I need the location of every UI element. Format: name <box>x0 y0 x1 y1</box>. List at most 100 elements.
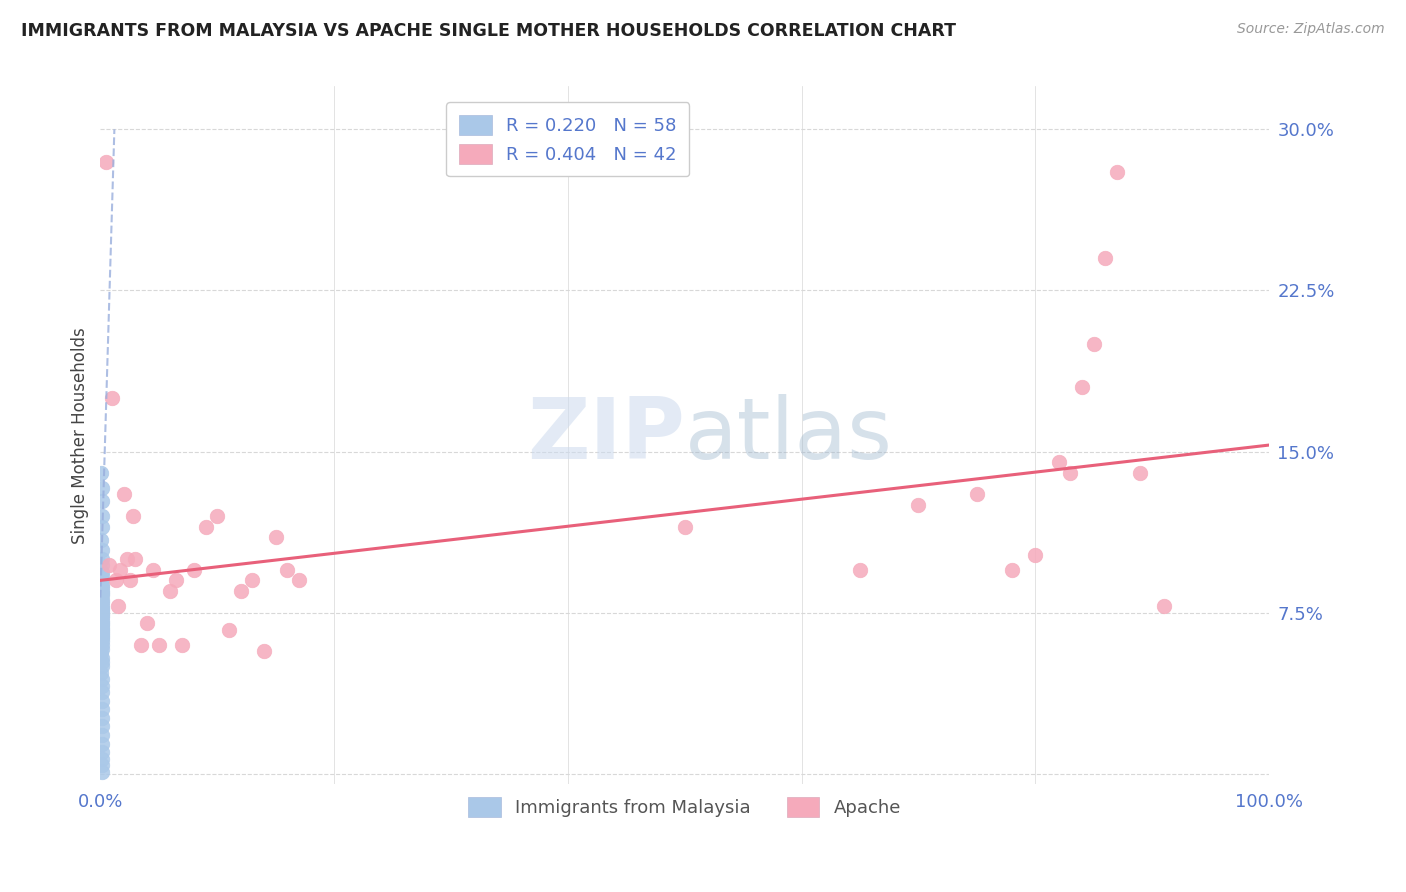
Point <box>194 519 217 533</box>
Text: IMMIGRANTS FROM MALAYSIA VS APACHE SINGLE MOTHER HOUSEHOLDS CORRELATION CHART: IMMIGRANTS FROM MALAYSIA VS APACHE SINGL… <box>21 22 956 40</box>
Point <box>1071 380 1094 394</box>
Point <box>90 638 112 652</box>
Point <box>90 693 112 707</box>
Point <box>90 621 112 635</box>
Point <box>159 584 181 599</box>
Point <box>90 589 112 603</box>
Point <box>91 569 114 583</box>
Point <box>90 728 112 742</box>
Point <box>90 633 112 648</box>
Point <box>90 606 112 620</box>
Point <box>90 758 112 772</box>
Point <box>90 607 112 622</box>
Point <box>90 614 112 628</box>
Point <box>1059 466 1081 480</box>
Point <box>90 574 112 588</box>
Point <box>90 612 112 626</box>
Point <box>90 481 112 495</box>
Text: atlas: atlas <box>685 394 893 477</box>
Point <box>90 610 112 624</box>
Point <box>107 599 129 614</box>
Point <box>115 552 138 566</box>
Point <box>90 533 112 547</box>
Point <box>90 679 112 693</box>
Point <box>90 659 112 673</box>
Point <box>1094 251 1116 265</box>
Point <box>90 624 112 639</box>
Point <box>90 595 112 609</box>
Point <box>90 552 112 566</box>
Point <box>124 552 146 566</box>
Point <box>90 745 112 759</box>
Point <box>90 632 112 646</box>
Point <box>90 627 112 641</box>
Point <box>91 702 114 716</box>
Point <box>90 466 112 480</box>
Point <box>1129 466 1152 480</box>
Point <box>90 592 112 607</box>
Point <box>1153 599 1175 614</box>
Point <box>90 601 112 615</box>
Point <box>148 638 170 652</box>
Point <box>90 618 112 632</box>
Point <box>90 616 112 631</box>
Point <box>136 616 159 631</box>
Point <box>129 638 152 652</box>
Point <box>1047 455 1070 469</box>
Point <box>90 685 112 699</box>
Point <box>90 650 112 665</box>
Point <box>218 623 240 637</box>
Point <box>90 565 112 579</box>
Point <box>240 574 263 588</box>
Point <box>90 655 112 669</box>
Point <box>90 494 112 508</box>
Text: ZIP: ZIP <box>527 394 685 477</box>
Point <box>90 584 112 599</box>
Point <box>96 154 118 169</box>
Point <box>183 563 205 577</box>
Point <box>1107 165 1129 179</box>
Point <box>966 487 988 501</box>
Point <box>90 558 112 573</box>
Point <box>112 487 135 501</box>
Point <box>118 574 141 588</box>
Point <box>90 642 112 657</box>
Point <box>165 574 187 588</box>
Y-axis label: Single Mother Households: Single Mother Households <box>72 327 89 544</box>
Point <box>849 563 872 577</box>
Point <box>90 764 112 779</box>
Point <box>90 647 112 661</box>
Point <box>90 737 112 751</box>
Point <box>90 752 112 766</box>
Point <box>122 508 145 523</box>
Legend: Immigrants from Malaysia, Apache: Immigrants from Malaysia, Apache <box>461 790 908 824</box>
Point <box>104 574 127 588</box>
Point <box>288 574 311 588</box>
Point <box>90 597 112 611</box>
Point <box>90 586 112 600</box>
Point <box>90 623 112 637</box>
Point <box>907 498 929 512</box>
Point <box>90 665 112 680</box>
Point <box>142 563 165 577</box>
Point <box>90 599 112 614</box>
Point <box>253 644 276 658</box>
Point <box>101 391 124 405</box>
Point <box>90 719 112 733</box>
Point <box>229 584 252 599</box>
Point <box>673 519 696 533</box>
Point <box>1001 563 1024 577</box>
Point <box>90 672 112 686</box>
Point <box>110 563 132 577</box>
Point <box>205 508 228 523</box>
Point <box>90 629 112 643</box>
Point <box>97 558 120 573</box>
Point <box>90 580 112 594</box>
Point <box>90 711 112 725</box>
Point <box>264 530 287 544</box>
Text: Source: ZipAtlas.com: Source: ZipAtlas.com <box>1237 22 1385 37</box>
Point <box>90 519 112 533</box>
Point <box>172 638 194 652</box>
Point <box>90 577 112 591</box>
Point <box>91 508 114 523</box>
